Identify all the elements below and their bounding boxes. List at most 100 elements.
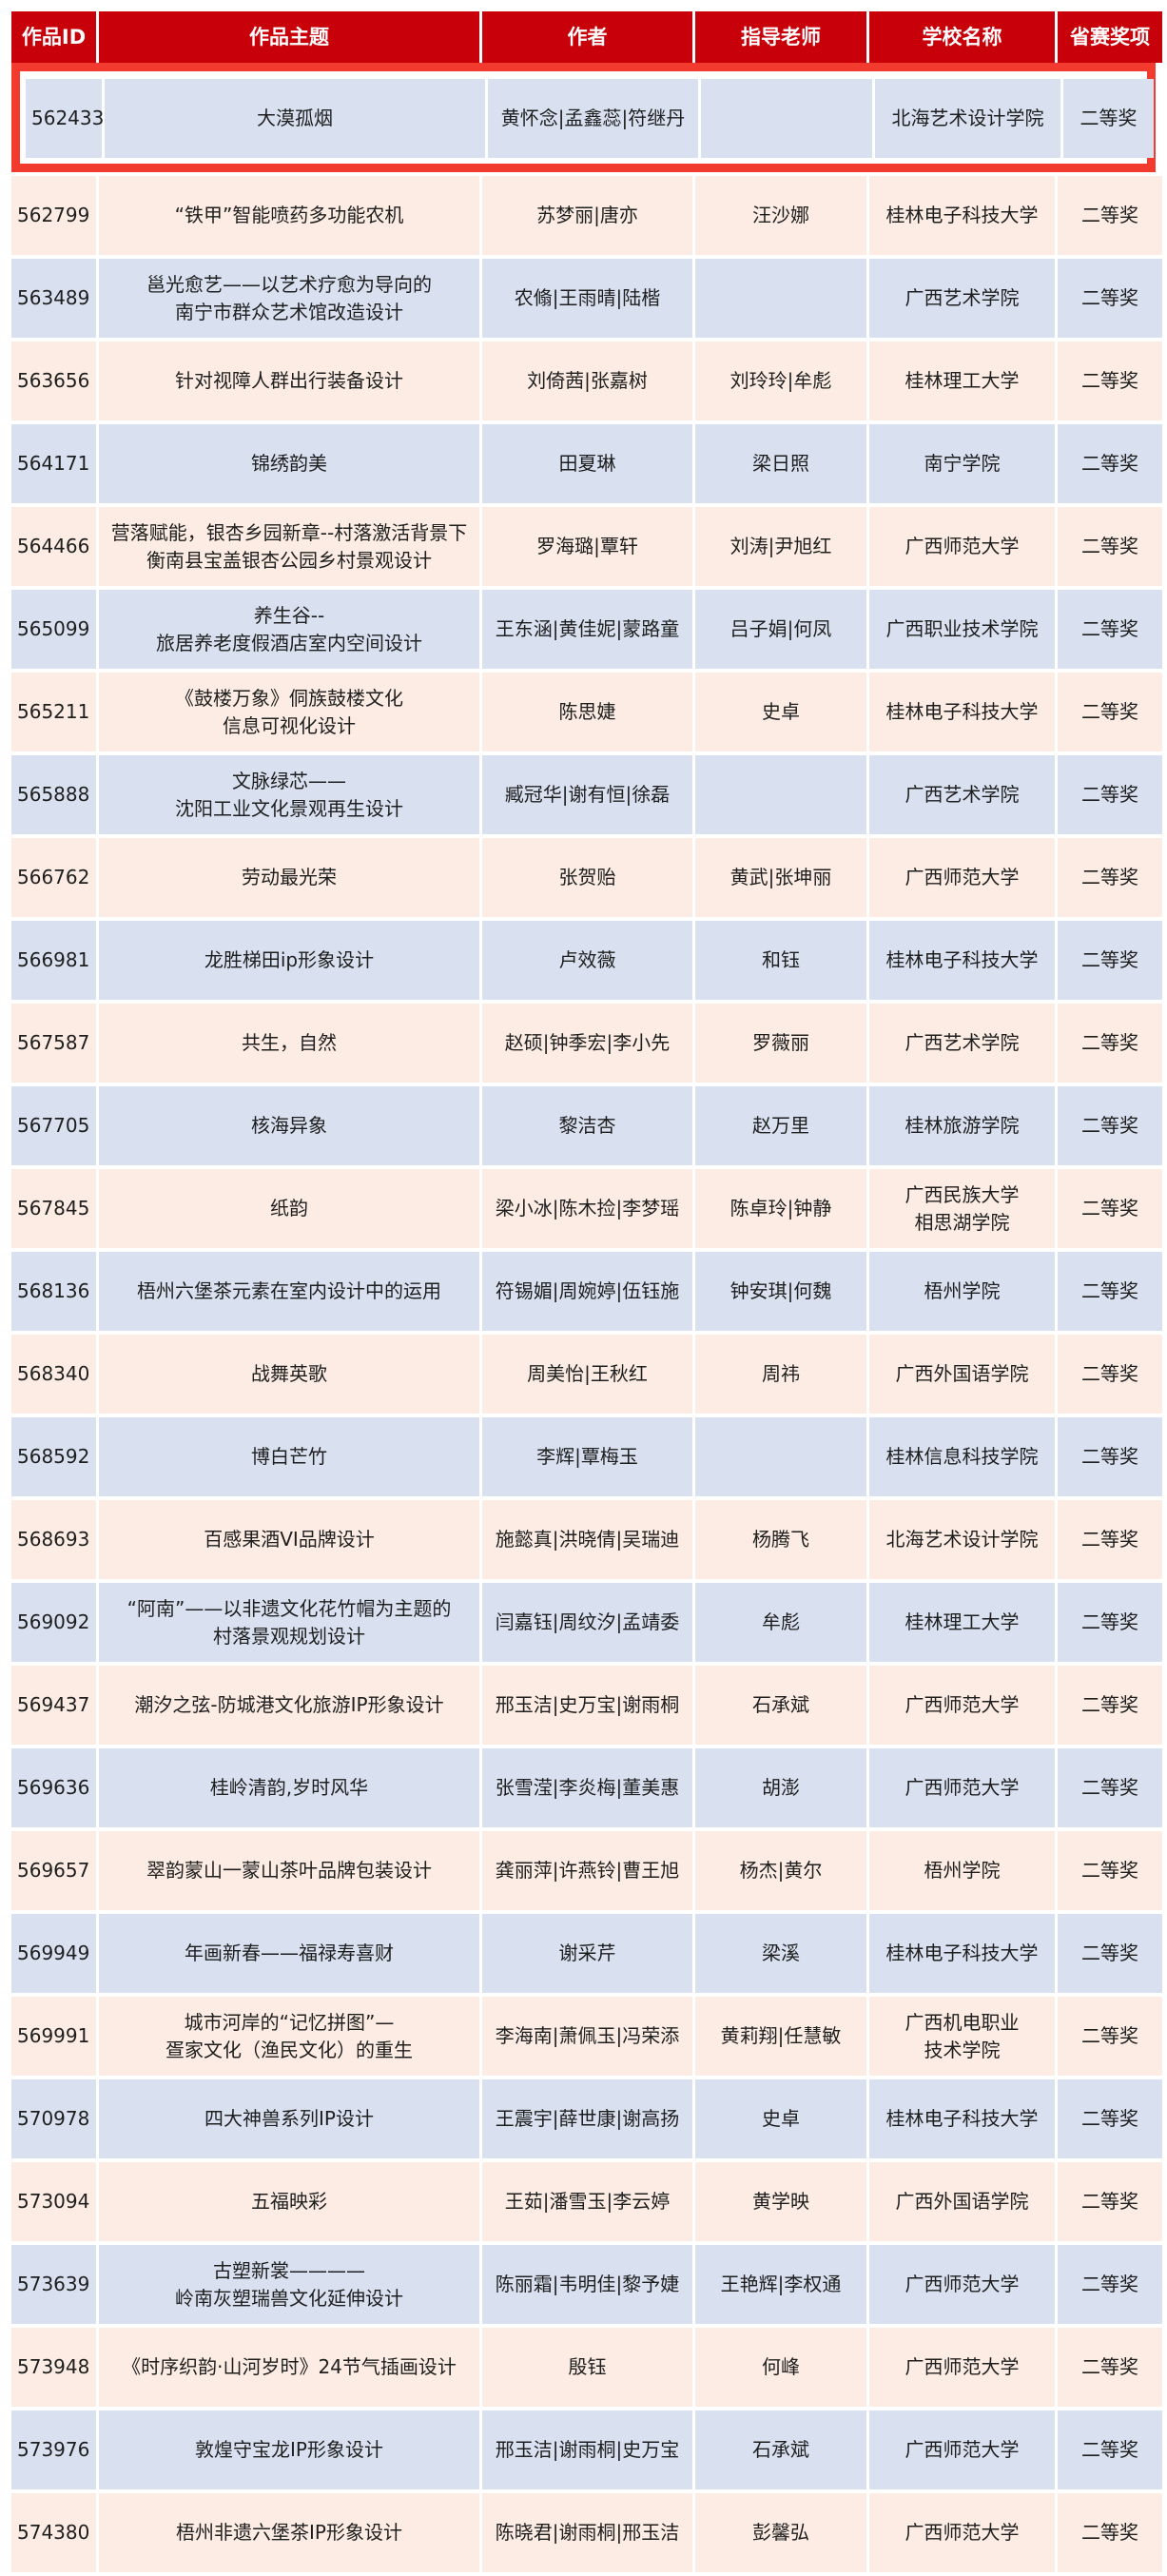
cell-school: 北海艺术设计学院 bbox=[875, 79, 1060, 158]
cell-school: 桂林旅游学院 bbox=[869, 1086, 1055, 1165]
cell-title: “阿南”——以非遗文化花竹帽为主题的 村落景观规划设计 bbox=[99, 1583, 479, 1662]
table-header: 作品ID 作品主题 作者 指导老师 学校名称 省赛奖项 bbox=[11, 11, 1162, 63]
cell-award: 二等奖 bbox=[1058, 755, 1162, 834]
cell-authors: 王东涵|黄佳妮|蒙路童 bbox=[482, 590, 692, 669]
cell-authors: 黎洁杏 bbox=[482, 1086, 692, 1165]
cell-school: 南宁学院 bbox=[869, 424, 1055, 503]
cell-award: 二等奖 bbox=[1058, 507, 1162, 586]
cell-title: 战舞英歌 bbox=[99, 1335, 479, 1414]
cell-title: 《鼓楼万象》侗族鼓楼文化 信息可视化设计 bbox=[99, 673, 479, 751]
cell-authors: 张贺贻 bbox=[482, 838, 692, 917]
cell-school: 广西外国语学院 bbox=[869, 2162, 1055, 2241]
cell-id: 563656 bbox=[11, 342, 96, 420]
cell-school: 桂林电子科技大学 bbox=[869, 176, 1055, 255]
cell-title: 翠韵蒙山一蒙山茶叶品牌包装设计 bbox=[99, 1831, 479, 1910]
table-row: 568136 梧州六堡茶元素在室内设计中的运用 符锡媚|周婉婷|伍钰施 钟安琪|何魏梧… bbox=[11, 1252, 1162, 1331]
cell-award: 二等奖 bbox=[1058, 2493, 1162, 2572]
cell-title: 养生谷-- 旅居养老度假酒店室内空间设计 bbox=[99, 590, 479, 669]
cell-advisor: 黄学映 bbox=[695, 2162, 866, 2241]
cell-id: 569636 bbox=[11, 1748, 96, 1827]
cell-id: 569092 bbox=[11, 1583, 96, 1662]
cell-id: 568693 bbox=[11, 1500, 96, 1579]
cell-id: 562799 bbox=[11, 176, 96, 255]
table-row: 565211 《鼓楼万象》侗族鼓楼文化 信息可视化设计 陈思婕 史卓 桂林电子科技大学二… bbox=[11, 673, 1162, 751]
table-row: 568340 战舞英歌 周美怡|王秋红 周祎 广西外国语学院 二等奖 bbox=[11, 1335, 1162, 1414]
cell-advisor: 牟彪 bbox=[695, 1583, 866, 1662]
cell-advisor: 刘涛|尹旭红 bbox=[695, 507, 866, 586]
cell-school: 桂林电子科技大学 bbox=[869, 2079, 1055, 2158]
cell-advisor: 梁溪 bbox=[695, 1914, 866, 1993]
table-row: 573639 古塑新裳———— 岭南灰塑瑞兽文化延伸设计 陈丽霜|韦明佳|黎予婕 王艳… bbox=[11, 2245, 1162, 2324]
cell-school: 广西艺术学院 bbox=[869, 755, 1055, 834]
cell-school: 广西师范大学 bbox=[869, 838, 1055, 917]
cell-title: 桂岭清韵,岁时风华 bbox=[99, 1748, 479, 1827]
cell-id: 573976 bbox=[11, 2410, 96, 2489]
cell-id: 564466 bbox=[11, 507, 96, 586]
cell-award: 二等奖 bbox=[1058, 673, 1162, 751]
cell-advisor: 赵万里 bbox=[695, 1086, 866, 1165]
cell-award: 二等奖 bbox=[1058, 1417, 1162, 1496]
cell-advisor: 和钰 bbox=[695, 921, 866, 1000]
cell-advisor bbox=[695, 755, 866, 834]
table-row: 569991 城市河岸的“记忆拼图”— 疍家文化（渔民文化）的重生 李海南|萧佩玉|… bbox=[11, 1997, 1162, 2076]
cell-authors: 龚丽萍|许燕铃|曹王旭 bbox=[482, 1831, 692, 1910]
cell-id: 573948 bbox=[11, 2328, 96, 2407]
cell-advisor: 吕子娟|何凤 bbox=[695, 590, 866, 669]
cell-id: 574380 bbox=[11, 2493, 96, 2572]
cell-authors: 农翛|王雨晴|陆楷 bbox=[482, 259, 692, 338]
cell-id: 569991 bbox=[11, 1997, 96, 2076]
cell-authors: 符锡媚|周婉婷|伍钰施 bbox=[482, 1252, 692, 1331]
cell-title: 潮汐之弦-防城港文化旅游IP形象设计 bbox=[99, 1666, 479, 1745]
cell-title: 五福映彩 bbox=[99, 2162, 479, 2241]
cell-award: 二等奖 bbox=[1058, 1583, 1162, 1662]
cell-school: 广西师范大学 bbox=[869, 1666, 1055, 1745]
cell-school: 广西外国语学院 bbox=[869, 1335, 1055, 1414]
cell-title: 年画新春——福禄寿喜财 bbox=[99, 1914, 479, 1993]
cell-school: 广西师范大学 bbox=[869, 2328, 1055, 2407]
cell-advisor: 刘玲玲|牟彪 bbox=[695, 342, 866, 420]
cell-award: 二等奖 bbox=[1058, 259, 1162, 338]
cell-advisor: 杨杰|黄尔 bbox=[695, 1831, 866, 1910]
cell-authors: 施懿真|洪晓倩|吴瑞迪 bbox=[482, 1500, 692, 1579]
cell-title: 锦绣韵美 bbox=[99, 424, 479, 503]
cell-authors: 臧冠华|谢有恒|徐磊 bbox=[482, 755, 692, 834]
cell-advisor: 史卓 bbox=[695, 673, 866, 751]
cell-school: 桂林信息科技学院 bbox=[869, 1417, 1055, 1496]
cell-advisor: 黄武|张坤丽 bbox=[695, 838, 866, 917]
cell-school: 广西艺术学院 bbox=[869, 259, 1055, 338]
cell-title: 敦煌守宝龙IP形象设计 bbox=[99, 2410, 479, 2489]
cell-id: 566981 bbox=[11, 921, 96, 1000]
cell-advisor bbox=[695, 1417, 866, 1496]
cell-id: 573639 bbox=[11, 2245, 96, 2324]
cell-advisor: 石承斌 bbox=[695, 2410, 866, 2489]
cell-authors: 邢玉洁|谢雨桐|史万宝 bbox=[482, 2410, 692, 2489]
table-row: 569657 翠韵蒙山一蒙山茶叶品牌包装设计 龚丽萍|许燕铃|曹王旭 杨杰|黄尔 梧州学… bbox=[11, 1831, 1162, 1910]
cell-advisor: 周祎 bbox=[695, 1335, 866, 1414]
cell-school: 广西师范大学 bbox=[869, 2245, 1055, 2324]
cell-id: 570978 bbox=[11, 2079, 96, 2158]
cell-authors: 李辉|覃梅玉 bbox=[482, 1417, 692, 1496]
cell-award: 二等奖 bbox=[1058, 2162, 1162, 2241]
cell-advisor: 史卓 bbox=[695, 2079, 866, 2158]
cell-award: 二等奖 bbox=[1058, 342, 1162, 420]
cell-title: 共生，自然 bbox=[99, 1004, 479, 1083]
cell-award: 二等奖 bbox=[1063, 79, 1154, 158]
cell-title: 纸韵 bbox=[99, 1169, 479, 1248]
table-row: 564466 营落赋能，银杏乡园新章--村落激活背景下 衡南县宝盖银杏公园乡村景观… bbox=[11, 507, 1162, 586]
cell-award: 二等奖 bbox=[1058, 1004, 1162, 1083]
cell-title: 劳动最光荣 bbox=[99, 838, 479, 917]
cell-title: 文脉绿芯—— 沈阳工业文化景观再生设计 bbox=[99, 755, 479, 834]
cell-authors: 卢效薇 bbox=[482, 921, 692, 1000]
cell-award: 二等奖 bbox=[1058, 1666, 1162, 1745]
header-award: 省赛奖项 bbox=[1058, 11, 1162, 63]
cell-authors: 谢采芹 bbox=[482, 1914, 692, 1993]
cell-advisor: 罗薇丽 bbox=[695, 1004, 866, 1083]
table-row: 565888 文脉绿芯—— 沈阳工业文化景观再生设计 臧冠华|谢有恒|徐磊 广西艺术学… bbox=[11, 755, 1162, 834]
cell-advisor: 杨腾飞 bbox=[695, 1500, 866, 1579]
header-advisor: 指导老师 bbox=[695, 11, 866, 63]
cell-id: 569437 bbox=[11, 1666, 96, 1745]
cell-award: 二等奖 bbox=[1058, 1831, 1162, 1910]
table-row-highlighted: 562433 大漠孤烟 黄怀念|孟鑫蕊|符继丹 北海艺术设计学院 二等奖 bbox=[26, 79, 1154, 158]
cell-award: 二等奖 bbox=[1058, 1086, 1162, 1165]
cell-advisor: 彭馨弘 bbox=[695, 2493, 866, 2572]
